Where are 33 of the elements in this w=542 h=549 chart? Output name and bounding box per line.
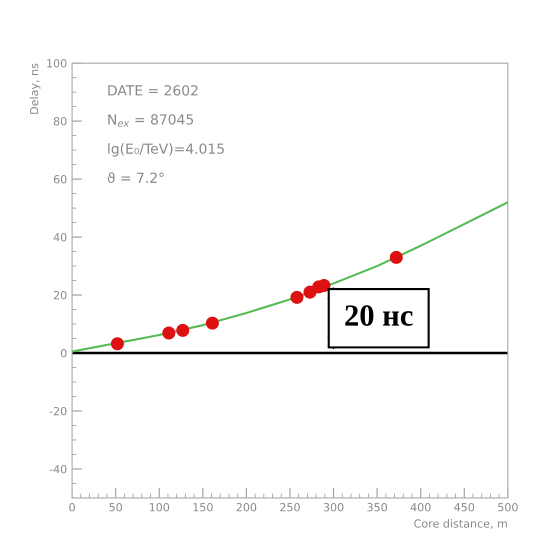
x-tick-label: 400: [410, 503, 431, 512]
x-tick-label: 50: [109, 503, 122, 512]
y-tick-label: 20: [54, 291, 66, 300]
y-tick-label: 0: [60, 348, 66, 358]
y-tick-label: -20: [50, 406, 66, 416]
line-series: [72, 201, 508, 353]
x-tick-label: 100: [150, 503, 170, 512]
y-tick-label: 40: [54, 233, 66, 242]
x-tick-label: 250: [280, 503, 300, 512]
annotation: lg(E₀/TeV)=4.015: [108, 143, 224, 157]
y-tick-label: -40: [50, 464, 66, 474]
x-axis-title: Core distance, m: [414, 519, 507, 529]
x-tick-label: 300: [324, 503, 344, 512]
y-tick-label: 60: [54, 175, 66, 184]
y-tick-label: 100: [47, 59, 66, 68]
annotation: DATE = 2602: [108, 85, 198, 96]
annotation: 20 нс: [345, 305, 413, 326]
annotation: ϑ = 7.2°: [108, 172, 164, 183]
x-tick-label: 200: [236, 503, 256, 512]
point: [176, 324, 190, 337]
annotation: N$_{ex}$ = 87045: [108, 114, 194, 127]
point: [110, 337, 124, 350]
x-tick-label: 450: [454, 503, 474, 512]
x-tick-label: 350: [367, 503, 387, 512]
x-tick-label: 150: [193, 503, 213, 512]
x-tick-label: 500: [498, 503, 518, 512]
point: [162, 326, 176, 340]
point: [390, 250, 403, 264]
y-axis-title: Delay, ns: [30, 64, 40, 114]
point: [290, 290, 304, 304]
x-tick-label: 0: [69, 503, 75, 512]
point: [206, 316, 219, 330]
y-tick-label: 80: [54, 117, 66, 126]
